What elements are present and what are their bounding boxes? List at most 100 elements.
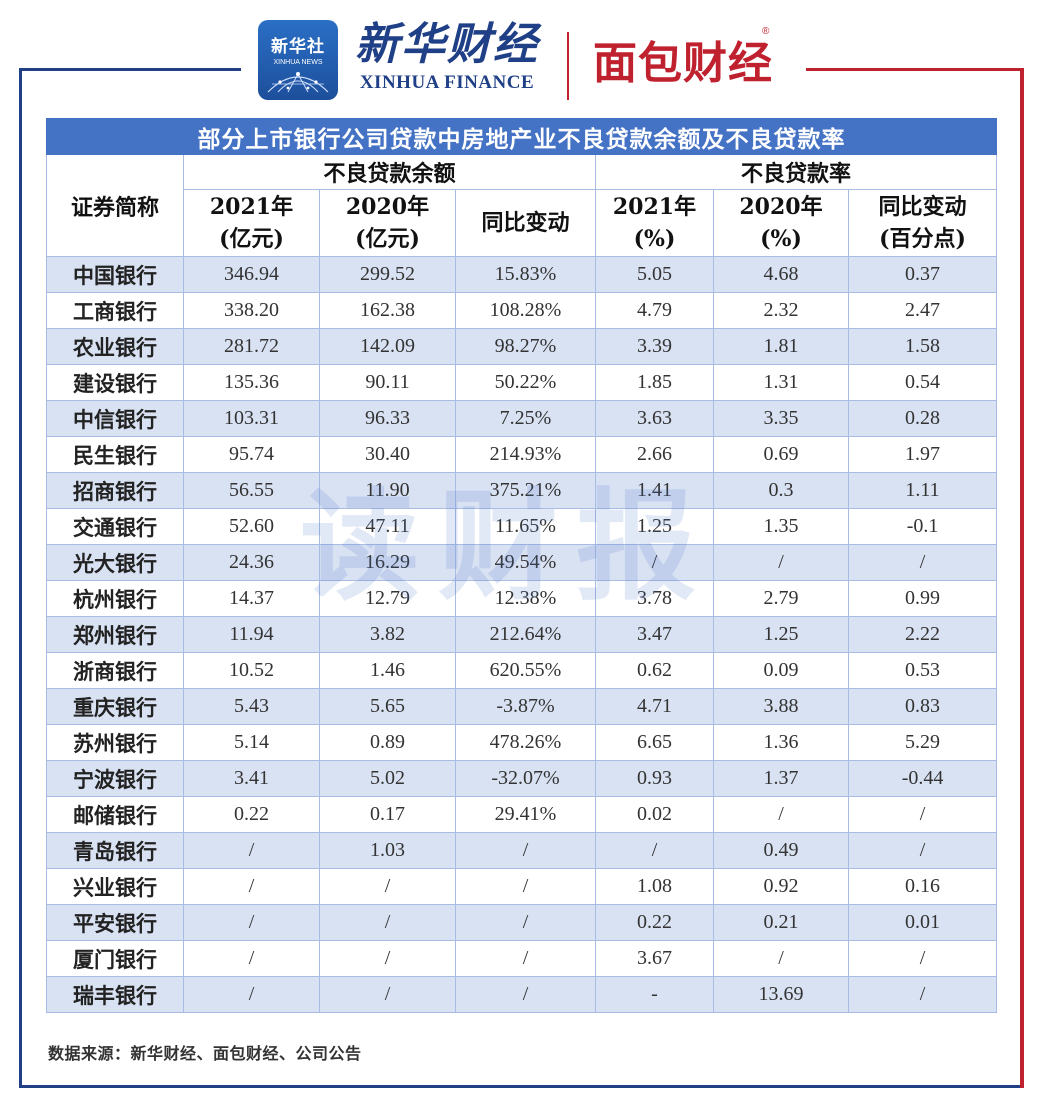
value-cell: / (319, 904, 456, 941)
xinhua-finance-cn: 新华财经 (355, 19, 539, 70)
table-row: 建设银行 135.36 90.11 50.22% 1.85 1.31 0.54 (46, 364, 998, 401)
table-row: 民生银行 95.74 30.40 214.93% 2.66 0.69 1.97 (46, 436, 998, 473)
value-cell: 1.08 (595, 868, 714, 905)
xinhuashe-logo-en: XINHUA NEWS (273, 59, 323, 66)
value-cell: 3.47 (595, 616, 714, 653)
value-cell: 0.21 (713, 904, 849, 941)
value-cell: 478.26% (455, 724, 596, 761)
group-header-npl-balance: 不良贷款余额 (183, 154, 596, 190)
table-row: 杭州银行 14.37 12.79 12.38% 3.78 2.79 0.99 (46, 580, 998, 617)
value-cell: 346.94 (183, 256, 320, 293)
value-cell: 0.22 (595, 904, 714, 941)
value-cell: -0.44 (847, 760, 998, 797)
value-cell: 0.16 (847, 868, 998, 905)
value-cell: / (319, 976, 456, 1013)
sub-header-1: 2020年 (亿元) (319, 189, 456, 257)
table-title: 部分上市银行公司贷款中房地产业不良贷款余额及不良贷款率 (45, 118, 998, 155)
value-cell: 0.92 (713, 868, 849, 905)
value-cell: 1.41 (595, 472, 714, 509)
value-cell: 212.64% (455, 616, 596, 653)
value-cell: / (595, 544, 714, 581)
bank-name-cell: 邮储银行 (46, 796, 184, 833)
table-row: 瑞丰银行 / / / -13.69/ (46, 976, 998, 1013)
value-cell: 3.82 (319, 616, 456, 653)
value-cell: 4.71 (595, 688, 714, 725)
value-cell: 29.41% (455, 796, 596, 833)
value-cell: 3.39 (595, 328, 714, 365)
value-cell: 10.52 (183, 652, 320, 689)
value-cell: / (455, 976, 596, 1013)
table-row: 平安银行 / //0.22 0.21 0.01 (46, 904, 998, 941)
sub-header-line1: 2020年 (739, 194, 823, 220)
bank-name-cell: 杭州银行 (46, 580, 184, 617)
xinhua-finance-logo: 新华财经 XINHUA FINANCE (352, 18, 542, 104)
bank-name-cell: 工商银行 (46, 292, 184, 329)
value-cell: / (319, 940, 456, 977)
bank-name-cell: 宁波银行 (46, 760, 184, 797)
frame-line-top-left (19, 68, 241, 71)
sub-header-2: 同比变动 (455, 189, 596, 257)
value-cell: 11.94 (183, 616, 320, 653)
value-cell: 142.09 (319, 328, 456, 365)
value-cell: 30.40 (319, 436, 456, 473)
value-cell: 2.47 (847, 292, 998, 329)
frame-line-top-right (806, 68, 1024, 71)
bank-name-cell: 重庆银行 (46, 688, 184, 725)
value-cell: 5.05 (595, 256, 714, 293)
network-globe-icon (267, 72, 329, 93)
value-cell: / (847, 544, 998, 581)
bank-name-cell: 平安银行 (46, 904, 184, 941)
bank-name-cell: 瑞丰银行 (46, 976, 184, 1013)
value-cell: 90.11 (319, 364, 456, 401)
value-cell: / (713, 796, 849, 833)
sub-header-line2: (%) (760, 226, 802, 252)
value-cell: 0.02 (595, 796, 714, 833)
value-cell: 3.67 (595, 940, 714, 977)
sub-header-0: 2021年 (亿元) (183, 189, 320, 257)
value-cell: 299.52 (319, 256, 456, 293)
value-cell: / (183, 868, 320, 905)
value-cell: / (319, 868, 456, 905)
value-cell: 11.65% (455, 508, 596, 545)
sub-header-line1: 2021年 (209, 194, 294, 220)
value-cell: 162.38 (319, 292, 456, 329)
value-cell: 1.03 (319, 832, 456, 869)
value-cell: 24.36 (183, 544, 320, 581)
value-cell: 5.65 (319, 688, 456, 725)
value-cell: 0.09 (713, 652, 849, 689)
table-row: 宁波银行 3.41 5.02 -32.07% 0.93 1.37 -0.44 (46, 760, 998, 797)
frame-line-bottom (19, 1085, 1023, 1088)
value-cell: / (455, 904, 596, 941)
xinhuashe-logo: 新华社 XINHUA NEWS (258, 20, 338, 100)
data-table-container: 部分上市银行公司贷款中房地产业不良贷款余额及不良贷款率 证券简称 不良贷款余额 … (45, 118, 998, 1013)
value-cell: 2.32 (713, 292, 849, 329)
value-cell: 7.25% (455, 400, 596, 437)
value-cell: 4.68 (713, 256, 849, 293)
value-cell: 3.78 (595, 580, 714, 617)
group-header-npl-ratio: 不良贷款率 (594, 154, 998, 190)
value-cell: 4.79 (595, 292, 714, 329)
sub-header-5: 同比变动 (百分点) (847, 189, 998, 257)
bank-name-cell: 郑州银行 (46, 616, 184, 653)
value-cell: 0.69 (713, 436, 849, 473)
value-cell: 98.27% (455, 328, 596, 365)
table-row: 浙商银行 10.52 1.46 620.55% 0.62 0.09 0.53 (46, 652, 998, 689)
value-cell: 2.66 (595, 436, 714, 473)
value-cell: 1.37 (713, 760, 849, 797)
value-cell: 0.89 (319, 724, 456, 761)
value-cell: / (713, 544, 849, 581)
xinhuashe-logo-cn: 新华社 (271, 37, 325, 57)
npl-table: 部分上市银行公司贷款中房地产业不良贷款余额及不良贷款率 证券简称 不良贷款余额 … (45, 118, 998, 1013)
bank-name-cell: 中国银行 (46, 256, 184, 293)
sub-header-line1: 2020年 (345, 194, 430, 220)
table-row: 重庆银行 5.43 5.65 -3.87% 4.71 3.88 0.83 (46, 688, 998, 725)
value-cell: 1.46 (319, 652, 456, 689)
value-cell: 338.20 (183, 292, 320, 329)
sub-header-line1: 同比变动 (878, 194, 967, 220)
table-row: 招商银行 56.55 11.90 375.21% 1.41 0.3 1.11 (46, 472, 998, 509)
sub-header-3: 2021年 (%) (595, 189, 714, 257)
value-cell: / (183, 904, 320, 941)
frame-line-right (1020, 68, 1024, 1088)
value-cell: 5.43 (183, 688, 320, 725)
table-row: 中国银行 346.94 299.52 15.83% 5.05 4.68 0.37 (46, 256, 998, 293)
